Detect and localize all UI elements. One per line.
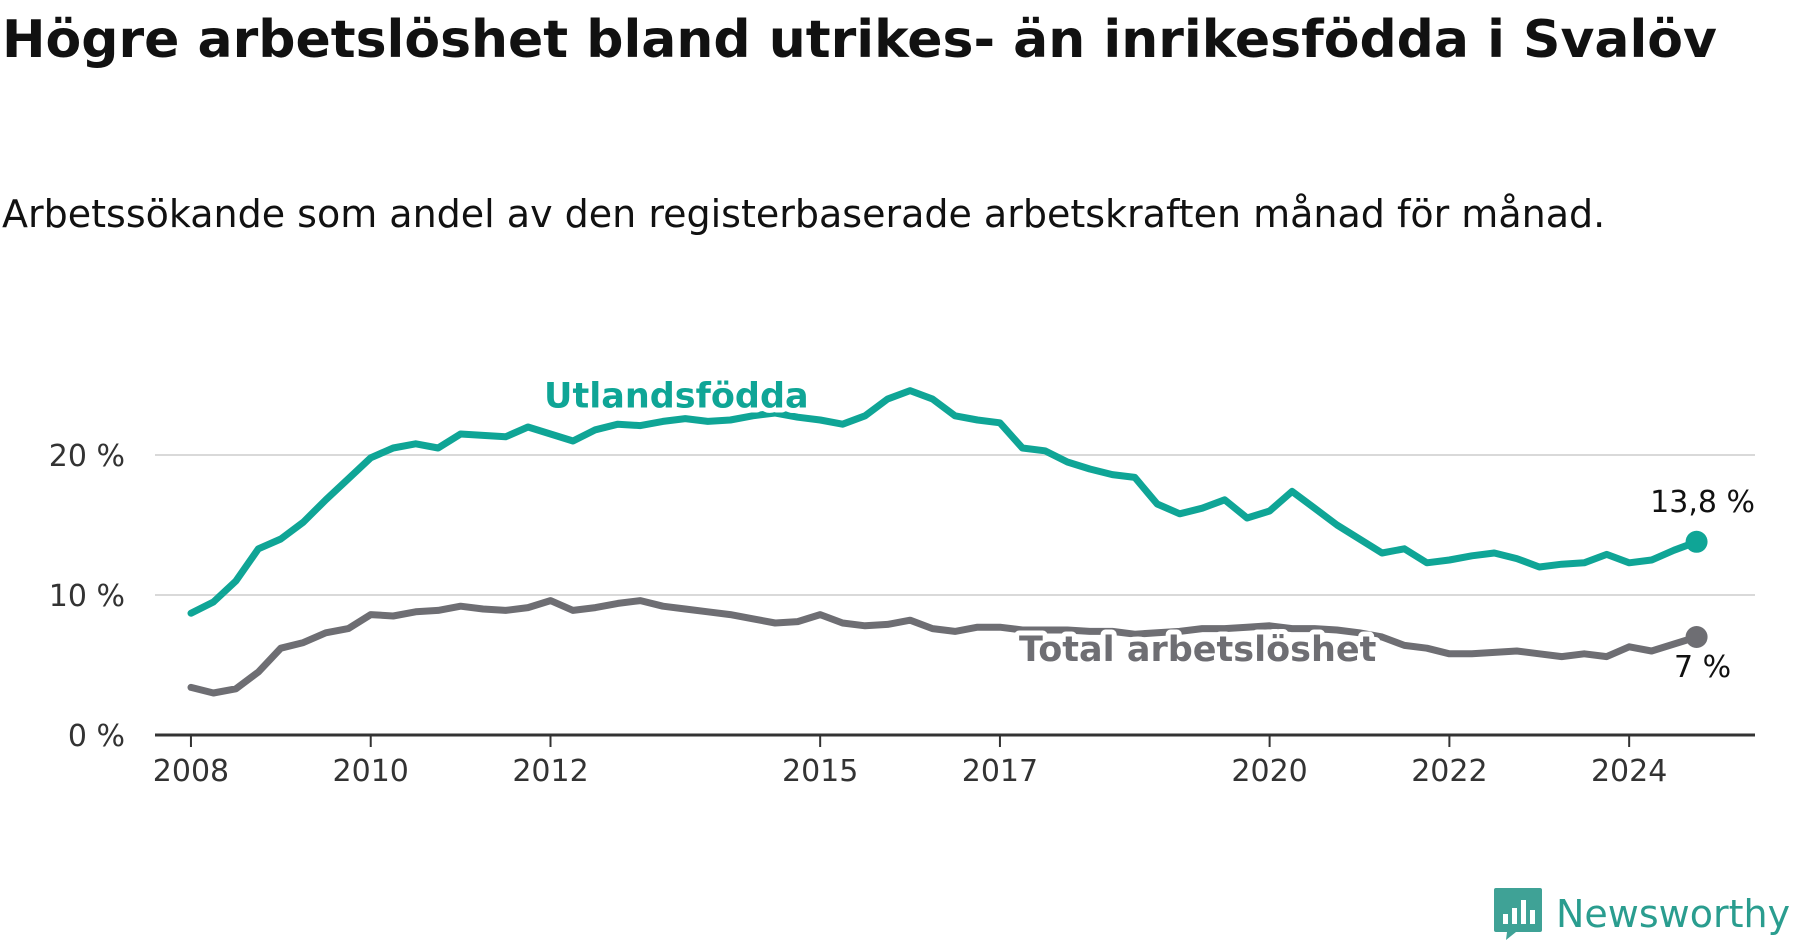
y-tick-label: 10 % [49, 579, 125, 614]
x-tick-label: 2017 [962, 754, 1038, 789]
x-tick-label: 2010 [333, 754, 409, 789]
x-tick-label: 2015 [782, 754, 858, 789]
brand-name: Newsworthy [1556, 892, 1791, 936]
series-line-total-arbetsloshet [187, 597, 1701, 697]
chart-subtitle: Arbetssökande som andel av den registerb… [2, 192, 1606, 236]
series-lines [187, 387, 1708, 697]
series-name-total-arbetsloshet: Total arbetslöshet [1019, 630, 1376, 670]
newsworthy-logo-icon [1494, 888, 1542, 940]
x-tick-label: 2022 [1411, 754, 1487, 789]
grid-lines [155, 454, 1755, 596]
x-tick-label: 2024 [1591, 754, 1667, 789]
chart-title: Högre arbetslöshet bland utrikes- än inr… [2, 10, 1717, 70]
line-chart: 0 % 10 % 20 % 2008 2010 2012 2015 2017 2020 2022… [48, 371, 1755, 789]
y-axis-ticks: 0 % 10 % 20 % [49, 439, 125, 754]
series-line-utlandsfodda [187, 387, 1701, 617]
series-labels: 13,8 % 7 % Utlandsfödda Total arbetslöshet [539, 371, 1755, 685]
x-tick-label: 2012 [512, 754, 588, 789]
x-axis-ticks: 2008 2010 2012 2015 2017 2020 2022 2024 [153, 735, 1667, 789]
end-point-utlandsfodda [1685, 530, 1708, 553]
y-tick-label: 0 % [68, 719, 125, 754]
x-tick-label: 2020 [1231, 754, 1307, 789]
end-label-utlandsfodda: 13,8 % [1650, 485, 1755, 520]
end-point-total-arbetsloshet [1685, 626, 1708, 648]
series-name-utlandsfodda: Utlandsfödda [544, 376, 809, 416]
brand: Newsworthy [1492, 886, 1790, 942]
x-tick-label: 2008 [153, 754, 229, 789]
y-tick-label: 20 % [49, 439, 125, 474]
end-label-total-arbetsloshet: 7 % [1674, 650, 1731, 685]
